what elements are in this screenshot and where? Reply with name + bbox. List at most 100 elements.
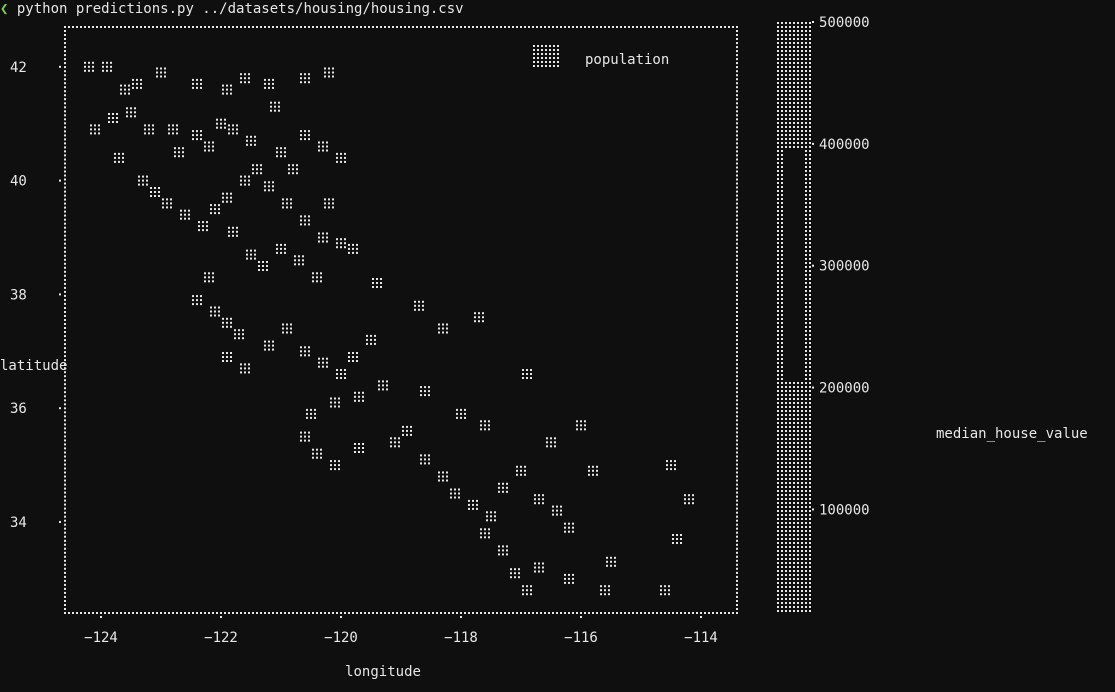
scatter-point [600, 585, 610, 596]
scatter-point [294, 255, 304, 266]
legend: population [533, 45, 669, 68]
scatter-point [240, 175, 250, 186]
scatter-point [534, 494, 544, 505]
scatter-point [312, 448, 322, 459]
scatter-point [324, 67, 334, 78]
scatter-points [84, 61, 694, 596]
scatter-point [192, 130, 202, 141]
plot-frame [64, 26, 738, 614]
scatter-point [240, 363, 250, 374]
scatter-point [84, 61, 94, 72]
legend-swatch [533, 45, 559, 67]
colorbar-tick-mark [812, 21, 814, 24]
scatter-point [402, 425, 412, 436]
scatter-point [438, 323, 448, 334]
scatter-point [318, 141, 328, 152]
scatter-point [450, 488, 460, 499]
scatter-point [420, 454, 430, 465]
scatter-point [144, 124, 154, 135]
x-tick-label: −118 [444, 630, 478, 646]
scatter-point [474, 312, 484, 323]
y-tick-mark [59, 293, 61, 296]
scatter-point [510, 568, 520, 579]
y-tick-label: 34 [10, 515, 27, 531]
scatter-point [534, 562, 544, 573]
scatter-point [276, 147, 286, 158]
scatter-point [222, 192, 232, 203]
colorbar-tick-label: 400000 [819, 137, 870, 153]
scatter-point [228, 124, 238, 135]
y-tick-label: 40 [10, 174, 27, 190]
scatter-point [498, 482, 508, 493]
scatter-point [372, 278, 382, 288]
scatter-point [306, 408, 316, 419]
scatter-point [204, 141, 214, 152]
scatter-point [300, 215, 310, 226]
scatter-point [354, 443, 364, 453]
scatter-point [288, 164, 298, 175]
scatter-point [234, 329, 244, 340]
scatter-point [162, 198, 172, 209]
scatter-point [336, 369, 346, 379]
scatter-point [480, 420, 490, 431]
scatter-point [420, 386, 430, 397]
scatter-point [300, 346, 310, 357]
colorbar-tick-label: 100000 [819, 502, 870, 518]
scatter-point [246, 135, 256, 146]
x-tick-label: −116 [564, 630, 598, 646]
scatter-point [252, 164, 262, 175]
scatter-point [330, 397, 340, 408]
x-tick-label: −114 [684, 630, 718, 646]
scatter-point [258, 261, 268, 271]
scatter-point [366, 334, 376, 345]
scatter-point [480, 528, 490, 539]
scatter-point [576, 420, 586, 431]
scatter-point [684, 494, 694, 505]
scatter-point [264, 78, 274, 89]
scatter-point [192, 78, 202, 89]
scatter-point [486, 511, 496, 522]
scatter-point [588, 465, 598, 476]
scatter-point [228, 226, 238, 237]
y-tick-mark [59, 407, 61, 410]
y-tick-mark [59, 520, 61, 523]
colorbar-ticks: 100000 200000 300000 400000 500000 [812, 15, 870, 518]
scatter-point [90, 124, 100, 135]
scatter-point [312, 272, 322, 283]
frame-bottom [64, 612, 738, 614]
colorbar-tick-mark [812, 508, 814, 511]
scatter-point [300, 73, 310, 84]
scatter-point [522, 369, 532, 379]
x-tick-mark [460, 616, 462, 618]
scatter-point [246, 249, 256, 260]
scatter-point [414, 300, 424, 311]
y-tick-label: 38 [10, 287, 27, 303]
scatter-point [264, 181, 274, 192]
colorbar-tick-mark [812, 142, 814, 145]
y-tick-mark [59, 65, 61, 68]
scatter-point [192, 295, 202, 306]
scatter-point [150, 187, 160, 197]
prompt-chevron-icon: ❮ [0, 1, 9, 17]
scatter-point [204, 272, 214, 283]
scatter-point [606, 556, 616, 567]
scatter-point [210, 306, 220, 317]
scatter-point [210, 204, 220, 215]
scatter-point [318, 357, 328, 368]
y-axis-label: latitude [0, 358, 67, 374]
scatter-point [672, 534, 682, 544]
colorbar-tick-label: 500000 [819, 15, 870, 31]
terminal-prompt: ❮ python predictions.py ../datasets/hous… [0, 0, 464, 18]
scatter-point [222, 352, 232, 362]
scatter-point [564, 573, 574, 584]
scatter-point [318, 232, 328, 243]
scatter-point [552, 505, 562, 516]
scatter-point [468, 499, 478, 510]
scatter-point [114, 152, 124, 163]
frame-left [64, 26, 66, 614]
x-tick-mark [340, 616, 342, 618]
scatter-point [498, 545, 508, 556]
colorbar [777, 22, 811, 612]
